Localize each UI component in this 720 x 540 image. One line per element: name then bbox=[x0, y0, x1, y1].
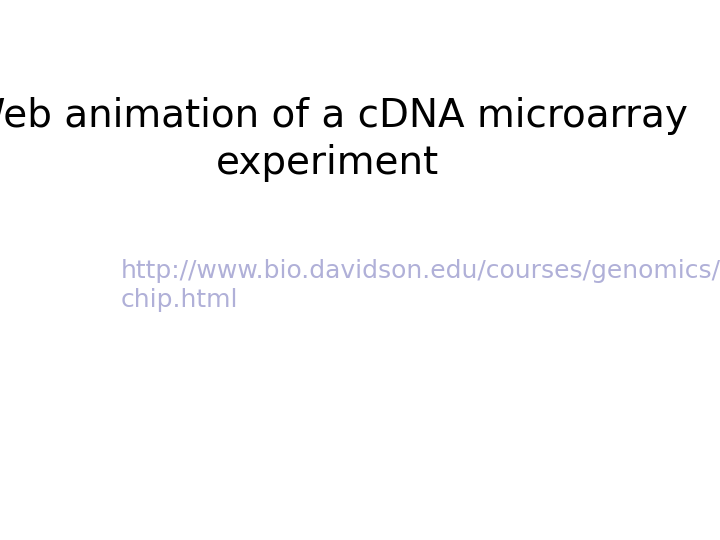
Text: http://www.bio.davidson.edu/courses/genomics/chip/
chip.html: http://www.bio.davidson.edu/courses/geno… bbox=[121, 259, 720, 312]
Text: Web animation of a cDNA microarray
experiment: Web animation of a cDNA microarray exper… bbox=[0, 97, 688, 182]
